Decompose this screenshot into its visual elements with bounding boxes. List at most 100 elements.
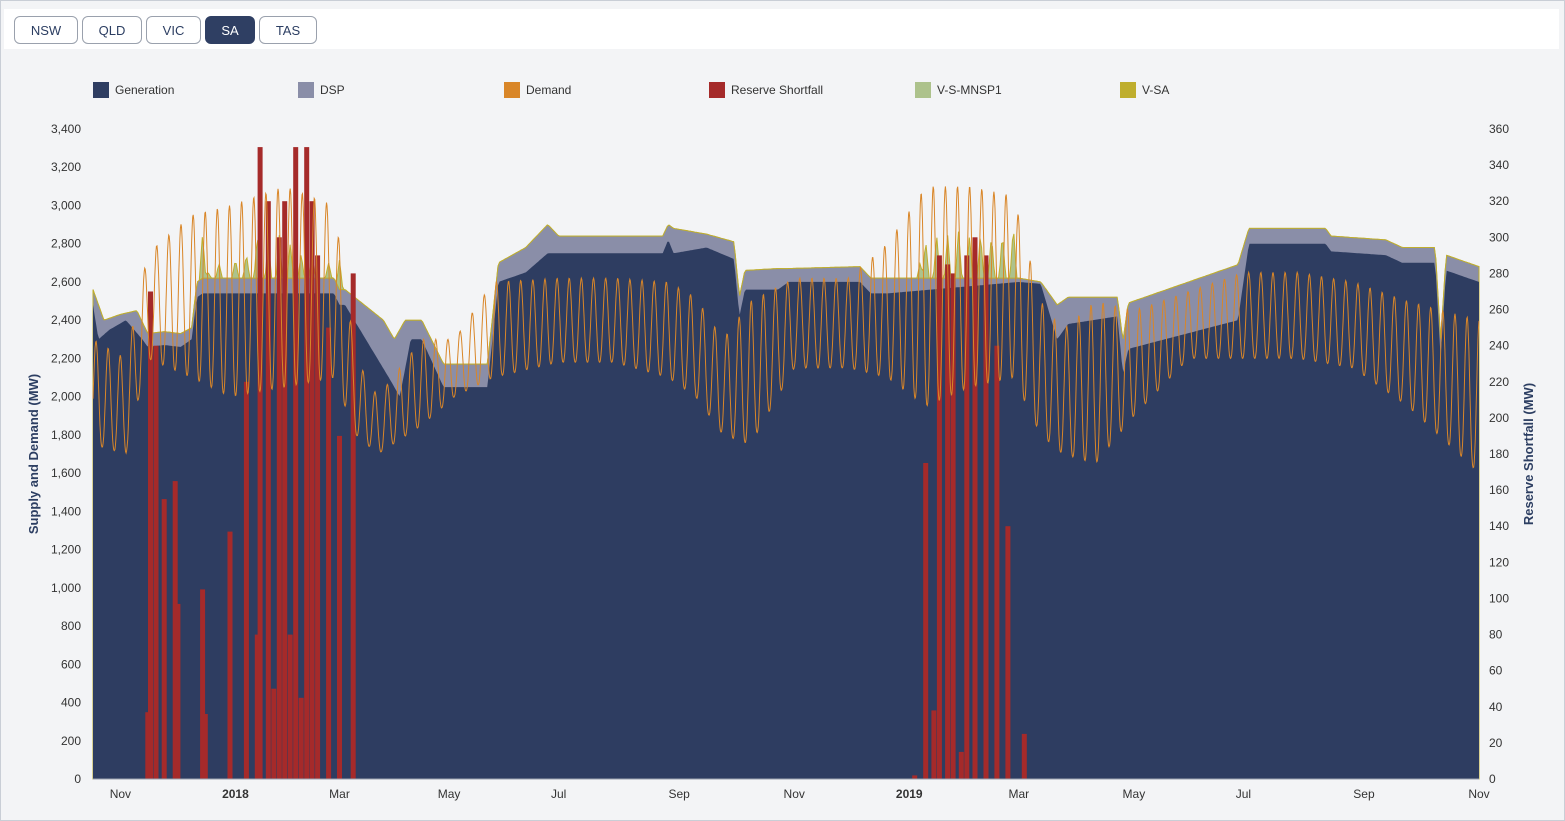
y-right-tick-label: 80 [1489, 628, 1503, 642]
x-tick-label: 2018 [222, 787, 249, 801]
y-left-tick-label: 0 [74, 772, 81, 786]
x-tick-label: Nov [110, 787, 131, 801]
y-right-tick-label: 320 [1489, 194, 1509, 208]
tab-sa[interactable]: SA [205, 16, 255, 44]
tab-tas[interactable]: TAS [259, 16, 317, 44]
reserve-shortfall-bar [945, 264, 951, 779]
reserve-shortfall-bar [972, 237, 978, 780]
reserve-shortfall-bar [994, 345, 1000, 779]
reserve-shortfall-bar [326, 327, 332, 779]
x-tick-label: Mar [1008, 787, 1029, 801]
y-right-tick-label: 200 [1489, 411, 1509, 425]
y-right-tick-label: 60 [1489, 664, 1503, 678]
y-right-tick-label: 180 [1489, 447, 1509, 461]
x-tick-label: Nov [784, 787, 805, 801]
y-right-tick-label: 300 [1489, 230, 1509, 244]
reserve-shortfall-bar [148, 291, 153, 779]
reserve-shortfall-bar [153, 345, 159, 779]
y-left-tick-label: 3,000 [51, 198, 81, 212]
reserve-shortfall-bar [243, 381, 249, 779]
reserve-shortfall-bar [1021, 733, 1027, 779]
reserve-shortfall-bar [936, 255, 942, 779]
x-tick-label: May [1123, 787, 1146, 801]
reserve-shortfall-bar [276, 237, 282, 780]
y-left-tick-label: 200 [61, 734, 81, 748]
reserve-shortfall-bar [931, 710, 937, 779]
axes: 02004006008001,0001,2001,4001,6001,8002,… [26, 122, 1536, 801]
y-right-tick-label: 100 [1489, 591, 1509, 605]
reserve-shortfall-bar [202, 714, 208, 779]
plot-area [92, 147, 1480, 780]
x-tick-label: Sep [1353, 787, 1375, 801]
legend-generation[interactable]: Generation [93, 81, 174, 99]
y-left-tick-label: 3,400 [51, 122, 81, 136]
y-right-tick-label: 140 [1489, 519, 1509, 533]
legend-dsp[interactable]: DSP [298, 81, 345, 99]
legend-swatch-generation [93, 82, 109, 98]
y-left-tick-label: 1,600 [51, 466, 81, 480]
y-right-tick-label: 260 [1489, 303, 1509, 317]
y-left-tick-label: 2,600 [51, 275, 81, 289]
y-left-tick-label: 800 [61, 619, 81, 633]
reserve-shortfall-bar [923, 463, 929, 779]
y-left-tick-label: 2,400 [51, 313, 81, 327]
reserve-shortfall-bar [350, 273, 356, 779]
x-tick-label: May [438, 787, 461, 801]
y-left-tick-label: 600 [61, 657, 81, 671]
tab-nsw[interactable]: NSW [14, 16, 78, 44]
legend-label-v-s-mnsp1: V-S-MNSP1 [937, 83, 1002, 97]
x-tick-label: Sep [668, 787, 690, 801]
y-right-tick-label: 160 [1489, 483, 1509, 497]
legend-v-s-mnsp1[interactable]: V-S-MNSP1 [915, 81, 1002, 99]
reserve-shortfall-bar [298, 697, 304, 780]
reserve-shortfall-bar [265, 201, 271, 779]
reserve-shortfall-bar [293, 147, 299, 780]
reserve-shortfall-bar [145, 712, 151, 779]
legend-label-demand: Demand [526, 83, 572, 97]
legend-reserve-shortfall[interactable]: Reserve Shortfall [709, 81, 823, 99]
reserve-shortfall-bar [172, 481, 178, 779]
x-tick-label: Jul [1236, 787, 1251, 801]
reserve-shortfall-bar [315, 255, 321, 779]
reserve-shortfall-bar [161, 499, 167, 779]
y-left-axis-title: Supply and Demand (MW) [26, 374, 41, 534]
generation-area [93, 241, 1479, 779]
x-tick-label: Jul [551, 787, 566, 801]
legend-swatch-demand [504, 82, 520, 98]
legend-v-sa[interactable]: V-SA [1120, 81, 1169, 99]
reserve-shortfall-bar [1005, 526, 1011, 779]
y-right-tick-label: 0 [1489, 772, 1496, 786]
reserve-shortfall-bar [271, 688, 277, 779]
x-tick-label: Mar [329, 787, 350, 801]
reserve-shortfall-bar [958, 751, 964, 779]
y-left-tick-label: 400 [61, 696, 81, 710]
legend-label-generation: Generation [115, 83, 175, 97]
legend-swatch-dsp [298, 82, 314, 98]
y-left-tick-label: 1,800 [51, 428, 81, 442]
reserve-shortfall-bar [950, 273, 956, 779]
legend-swatch-v-sa [1120, 82, 1136, 98]
y-right-tick-label: 120 [1489, 555, 1509, 569]
reserve-shortfall-bar [912, 775, 918, 779]
reserve-shortfall-bar [282, 201, 288, 779]
reserve-shortfall-bar [304, 147, 310, 780]
region-tab-bar: NSW QLD VIC SA TAS [4, 9, 1559, 49]
y-right-axis-title: Reserve Shortfall (MW) [1521, 383, 1536, 525]
y-right-tick-label: 220 [1489, 375, 1509, 389]
y-left-tick-label: 2,800 [51, 237, 81, 251]
reserve-shortfall-bar [287, 634, 293, 779]
y-left-tick-label: 3,200 [51, 160, 81, 174]
legend-swatch-v-s-mnsp1 [915, 82, 931, 98]
y-left-tick-label: 2,200 [51, 351, 81, 365]
reserve-shortfall-bar [257, 147, 263, 780]
y-right-tick-label: 240 [1489, 339, 1509, 353]
reserve-shortfall-bar [200, 589, 206, 779]
y-left-tick-label: 1,400 [51, 504, 81, 518]
tab-vic[interactable]: VIC [146, 16, 201, 44]
x-tick-label: Nov [1468, 787, 1489, 801]
reserve-shortfall-bar [337, 435, 342, 779]
tab-qld[interactable]: QLD [82, 16, 142, 44]
legend-swatch-reserve-shortfall [709, 82, 725, 98]
legend-demand[interactable]: Demand [504, 81, 571, 99]
